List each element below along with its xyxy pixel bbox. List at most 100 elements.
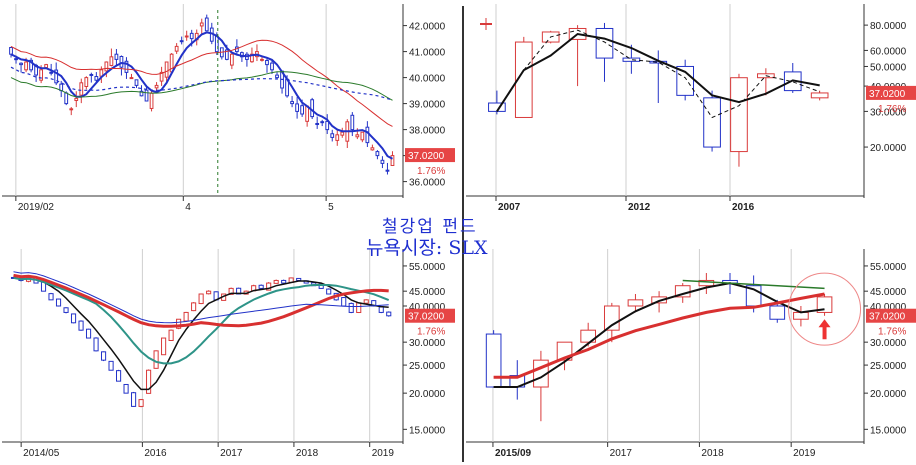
x-tick-label: 2018	[296, 448, 319, 459]
x-tick-label: 4	[185, 202, 191, 213]
candle-body	[320, 121, 325, 124]
candle-body	[94, 76, 99, 81]
candle-body	[24, 61, 28, 71]
last-price-label: 37.0200	[408, 312, 445, 323]
candle-body	[184, 35, 189, 38]
candle-body	[769, 305, 786, 320]
candle-body	[603, 305, 620, 331]
x-tick-label: 2019/02	[18, 202, 55, 213]
y-tick-label: 45.0000	[409, 287, 446, 298]
x-tick-label: 2012	[628, 202, 651, 213]
y-tick-label: 60.0000	[870, 46, 907, 57]
x-tick-label: 2017	[220, 448, 243, 459]
candle-body	[305, 105, 310, 122]
candle-body	[164, 61, 169, 78]
ma-3-line	[493, 282, 825, 388]
candle-body	[100, 351, 107, 361]
candle-body	[63, 307, 69, 313]
x-tick-label: 2017	[610, 448, 633, 459]
candle-body	[275, 74, 279, 79]
candle-body	[139, 90, 144, 97]
candle-body	[703, 97, 721, 148]
candle-body	[730, 77, 748, 153]
candle-body	[365, 126, 370, 144]
up-arrow-icon	[818, 319, 831, 340]
x-tick-label: 2018	[701, 448, 724, 459]
candle-body	[49, 71, 54, 74]
ma-3-line	[496, 32, 820, 112]
candle-body	[270, 62, 274, 71]
ma-red-thick-line	[493, 292, 825, 379]
candle-body	[189, 32, 194, 40]
candle-body	[153, 350, 159, 369]
y-tick-label: 40.0000	[409, 302, 446, 313]
x-tick-label: 2016	[144, 448, 167, 459]
trend-line-green	[682, 279, 825, 290]
change-pct-label: 1.76%	[878, 327, 906, 338]
candle-body	[159, 71, 164, 82]
candle-body	[19, 62, 23, 66]
candle-body	[330, 133, 335, 138]
candle-body	[258, 284, 264, 289]
last-price-box	[866, 85, 916, 100]
candle-body	[793, 311, 809, 320]
y-tick-label: 40.0000	[870, 302, 907, 313]
candle-body	[104, 61, 109, 72]
candle-body	[78, 320, 84, 331]
candle-body	[176, 318, 182, 329]
y-tick-label: 30.0000	[409, 338, 446, 349]
y-tick-label: 30.0000	[870, 107, 907, 118]
candle-body	[198, 293, 204, 305]
candle-body	[627, 299, 644, 307]
chart-panel-top-left: 2019/024536.000037.000038.000039.000040.…	[2, 4, 455, 213]
candle-body	[810, 92, 829, 99]
candle-body	[340, 131, 345, 136]
candle-body	[89, 73, 94, 76]
ma-blue-dotted-line	[10, 66, 393, 101]
y-tick-label: 40.0000	[409, 74, 446, 85]
candle-body	[229, 53, 234, 66]
candle-body	[154, 84, 159, 89]
change-pct-label: 1.76%	[417, 166, 445, 177]
candle-body	[260, 58, 264, 61]
y-tick-label: 42.0000	[409, 22, 446, 33]
chart-panel-top-right: 20072012201620.000030.000040.000050.0000…	[466, 4, 916, 213]
ma-red-thick-line	[13, 273, 389, 328]
chart-panel-bottom-left: 2014/05 2016 2017 2018 2019 15.0000 20.0000 25.…	[2, 249, 455, 459]
candle-body	[54, 69, 59, 84]
candle-body	[378, 306, 384, 313]
y-tick-label: 39.0000	[409, 100, 446, 111]
candle-body	[595, 27, 614, 59]
ma-20-line	[10, 39, 393, 127]
candle-body	[622, 57, 641, 62]
ma-short-line	[10, 31, 393, 160]
last-price-label: 37.0200	[869, 89, 906, 100]
candle-body	[134, 79, 139, 86]
y-tick-label: 55.0000	[870, 262, 907, 273]
x-tick-label: 5	[328, 202, 334, 213]
candle-body	[174, 45, 179, 52]
candle-body	[39, 69, 44, 81]
candle-body	[315, 122, 320, 125]
y-tick-label: 20.0000	[870, 389, 907, 400]
candle-body	[109, 56, 114, 66]
candle-body	[265, 59, 269, 66]
candle-body	[375, 151, 380, 157]
change-pct-label: 1.76%	[417, 327, 445, 338]
candle-body	[124, 60, 129, 73]
candle-body	[129, 77, 134, 80]
last-price-box	[866, 308, 916, 323]
candle-body	[390, 155, 395, 167]
candle-body	[325, 120, 330, 131]
candle-body	[385, 169, 390, 172]
candle-body	[273, 279, 279, 284]
last-price-label: 37.0200	[869, 312, 906, 323]
candle-body	[370, 147, 375, 151]
candle-body	[9, 47, 13, 55]
last-price-box	[405, 148, 455, 163]
x-tick-label: 2019	[793, 448, 816, 459]
candle-body	[199, 22, 204, 27]
y-tick-label: 50.0000	[870, 62, 907, 73]
